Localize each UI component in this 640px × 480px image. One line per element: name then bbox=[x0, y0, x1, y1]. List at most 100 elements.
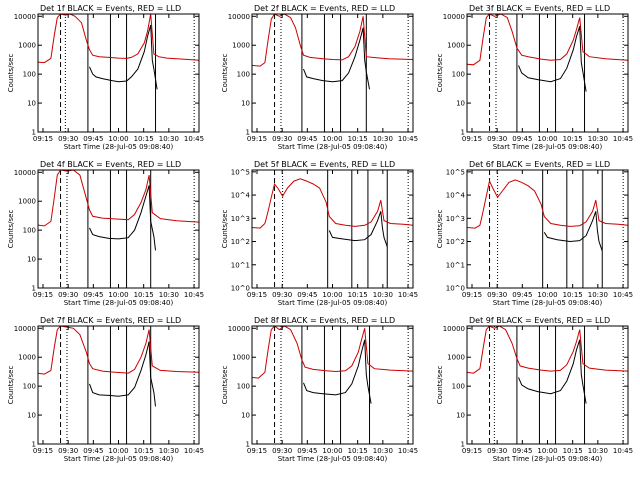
x-tick-label: 10:00 bbox=[537, 291, 557, 299]
x-tick-label: 10:15 bbox=[134, 291, 154, 299]
panel-title: Det 2f BLACK = Events, RED = LLD bbox=[254, 4, 395, 13]
x-tick-label: 09:15 bbox=[247, 135, 267, 143]
y-tick-label: 10000 bbox=[443, 325, 465, 333]
panel-title: Det 3f BLACK = Events, RED = LLD bbox=[469, 4, 610, 13]
x-axis-label: Start Time (28-Jul-05 09:08:40) bbox=[64, 299, 174, 307]
events-series-line bbox=[89, 185, 156, 251]
lld-series-line bbox=[251, 178, 414, 229]
chart-panel-4: Det 4f BLACK = Events, RED = LLD 1 10 100 10… bbox=[7, 160, 204, 307]
y-axis-label: Counts/sec bbox=[221, 54, 229, 93]
panel-title: Det 1f BLACK = Events, RED = LLD bbox=[40, 4, 181, 13]
x-tick-label: 10:00 bbox=[322, 291, 342, 299]
x-tick-label: 10:00 bbox=[108, 447, 128, 455]
x-tick-label: 09:45 bbox=[512, 135, 532, 143]
x-axis-label: Start Time (28-Jul-05 09:08:40) bbox=[278, 455, 388, 463]
y-tick-label: 100 bbox=[23, 383, 36, 391]
x-axis-label: Start Time (28-Jul-05 09:08:40) bbox=[493, 143, 603, 151]
y-tick-label: 10 bbox=[456, 412, 465, 420]
x-tick-label: 09:15 bbox=[462, 135, 482, 143]
x-tick-label: 10:30 bbox=[373, 135, 393, 143]
x-tick-label: 09:45 bbox=[297, 135, 317, 143]
x-tick-label: 09:30 bbox=[58, 447, 78, 455]
x-tick-label: 09:30 bbox=[58, 291, 78, 299]
y-tick-label: 10 bbox=[27, 100, 36, 108]
x-tick-label: 10:45 bbox=[398, 135, 418, 143]
y-tick-label: 1 bbox=[246, 441, 250, 449]
x-tick-label: 09:15 bbox=[33, 447, 53, 455]
x-axis-label: Start Time (28-Jul-05 09:08:40) bbox=[493, 299, 603, 307]
y-tick-label: 10 bbox=[241, 100, 250, 108]
panel-title: Det 4f BLACK = Events, RED = LLD bbox=[40, 160, 181, 169]
y-axis-label: Counts/sec bbox=[436, 54, 444, 93]
x-tick-label: 10:15 bbox=[134, 135, 154, 143]
y-tick-label: 1 bbox=[32, 441, 36, 449]
x-axis-label: Start Time (28-Jul-05 09:08:40) bbox=[493, 455, 603, 463]
y-tick-label: 1 bbox=[461, 129, 465, 137]
plot-frame bbox=[466, 13, 629, 133]
x-tick-label: 10:00 bbox=[322, 447, 342, 455]
x-tick-label: 10:15 bbox=[134, 447, 154, 455]
x-axis-label: Start Time (28-Jul-05 09:08:40) bbox=[64, 143, 174, 151]
x-tick-label: 09:15 bbox=[247, 447, 267, 455]
plot-frame bbox=[251, 325, 414, 445]
plot-frame bbox=[466, 169, 629, 289]
chart-panel-7: Det 7f BLACK = Events, RED = LLD 1 10 100 10… bbox=[7, 316, 204, 463]
y-tick-label: 1000 bbox=[18, 198, 36, 206]
x-tick-label: 09:45 bbox=[83, 447, 103, 455]
plot-frame bbox=[37, 325, 200, 445]
x-tick-label: 09:45 bbox=[83, 291, 103, 299]
y-tick-label: 10000 bbox=[228, 325, 250, 333]
x-tick-label: 10:45 bbox=[398, 447, 418, 455]
y-tick-label: 10000 bbox=[14, 13, 36, 21]
y-tick-label: 1000 bbox=[447, 354, 465, 362]
y-tick-label: 1000 bbox=[18, 354, 36, 362]
events-series-line bbox=[303, 27, 370, 90]
y-tick-label: 10000 bbox=[14, 169, 36, 177]
x-tick-label: 10:30 bbox=[373, 291, 393, 299]
y-tick-label: 10^2 bbox=[446, 238, 465, 246]
panel-title: Det 8f BLACK = Events, RED = LLD bbox=[254, 316, 395, 325]
x-tick-label: 09:30 bbox=[58, 135, 78, 143]
x-tick-label: 10:45 bbox=[613, 447, 633, 455]
x-tick-label: 10:00 bbox=[108, 291, 128, 299]
y-tick-label: 10^5 bbox=[231, 168, 250, 176]
chart-panel-6: Det 6f BLACK = Events, RED = LLD 10^0 10^1… bbox=[436, 160, 633, 307]
y-tick-label: 10 bbox=[456, 100, 465, 108]
x-tick-label: 09:30 bbox=[272, 135, 292, 143]
panel-title: Det 7f BLACK = Events, RED = LLD bbox=[40, 316, 181, 325]
events-series-line bbox=[518, 26, 587, 92]
x-tick-label: 10:15 bbox=[563, 291, 583, 299]
y-tick-label: 1 bbox=[32, 129, 36, 137]
y-axis-label: Counts/sec bbox=[7, 54, 15, 93]
x-tick-label: 09:30 bbox=[272, 447, 292, 455]
lld-series-line bbox=[37, 169, 200, 227]
y-tick-label: 10000 bbox=[228, 13, 250, 21]
plot-frame bbox=[466, 325, 629, 445]
plot-frame bbox=[37, 13, 200, 133]
x-tick-label: 10:15 bbox=[348, 447, 368, 455]
x-tick-label: 09:15 bbox=[33, 291, 53, 299]
y-tick-label: 10^0 bbox=[231, 285, 250, 293]
lld-series-line bbox=[466, 325, 629, 374]
y-axis-label: Counts/sec bbox=[221, 366, 229, 405]
events-series-line bbox=[518, 339, 587, 404]
y-tick-label: 10^1 bbox=[231, 261, 250, 269]
chart-panel-3: Det 3f BLACK = Events, RED = LLD 1 10 100 10… bbox=[436, 4, 633, 151]
chart-panel-2: Det 2f BLACK = Events, RED = LLD 1 10 100 10… bbox=[221, 4, 418, 151]
x-tick-label: 09:45 bbox=[83, 135, 103, 143]
x-tick-label: 09:45 bbox=[297, 447, 317, 455]
x-tick-label: 10:30 bbox=[159, 447, 179, 455]
y-tick-label: 1000 bbox=[232, 42, 250, 50]
x-tick-label: 10:30 bbox=[588, 291, 608, 299]
y-tick-label: 1 bbox=[32, 285, 36, 293]
x-tick-label: 10:15 bbox=[348, 135, 368, 143]
y-axis-label: Counts/sec bbox=[7, 210, 15, 249]
x-tick-label: 10:00 bbox=[108, 135, 128, 143]
x-tick-label: 10:45 bbox=[184, 291, 204, 299]
x-tick-label: 10:15 bbox=[563, 135, 583, 143]
panel-title: Det 9f BLACK = Events, RED = LLD bbox=[469, 316, 610, 325]
chart-panel-8: Det 8f BLACK = Events, RED = LLD 1 10 100 10… bbox=[221, 316, 418, 463]
lld-series-line bbox=[37, 13, 200, 64]
y-axis-label: Counts/sec bbox=[221, 210, 229, 249]
chart-panel-5: Det 5f BLACK = Events, RED = LLD 10^0 10^1… bbox=[221, 160, 418, 307]
